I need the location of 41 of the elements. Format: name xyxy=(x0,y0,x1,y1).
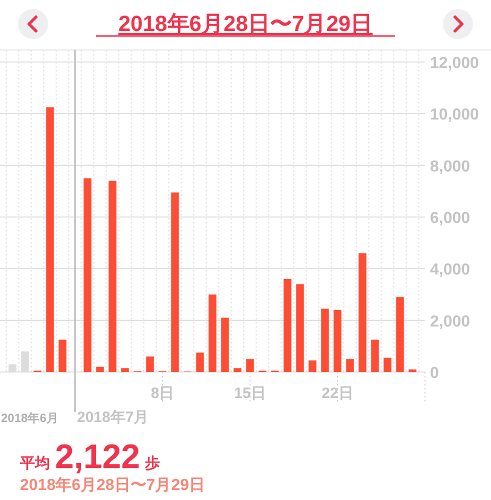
bar xyxy=(334,310,342,372)
bar xyxy=(121,368,129,372)
bar xyxy=(171,192,179,372)
bar xyxy=(321,308,329,372)
y-tick-label: 12,000 xyxy=(430,55,480,72)
bar xyxy=(208,294,216,372)
x-tick-label: 8日 xyxy=(150,385,174,402)
bar xyxy=(358,253,366,372)
bar xyxy=(46,107,54,372)
bar xyxy=(246,359,254,372)
bar xyxy=(371,340,379,372)
y-tick-label: 2,000 xyxy=(430,313,470,330)
text: 2018年6月 xyxy=(1,411,58,425)
bar xyxy=(396,297,404,372)
x-tick-label: 22日 xyxy=(322,385,354,402)
y-tick-label: 8,000 xyxy=(430,158,470,176)
y-tick-label: 0 xyxy=(430,365,439,382)
bar xyxy=(108,180,116,372)
bar xyxy=(408,369,416,372)
bar xyxy=(58,340,66,372)
y-tick-label: 6,000 xyxy=(430,210,470,227)
x-tick-label: 15日 xyxy=(234,385,266,402)
bar xyxy=(284,279,292,372)
text: 2,122 xyxy=(55,438,140,476)
text: 歩 xyxy=(144,455,160,472)
bar xyxy=(146,356,154,372)
y-tick-label: 10,000 xyxy=(430,106,480,124)
bar xyxy=(221,318,229,372)
y-tick-label: 4,000 xyxy=(430,262,470,279)
bar xyxy=(84,178,92,372)
bar xyxy=(296,284,304,372)
bar xyxy=(234,368,242,372)
bar xyxy=(308,360,316,372)
bar xyxy=(196,352,204,372)
text: 平均 xyxy=(19,455,50,472)
chart-title: 2018年6月28日〜7月29日 xyxy=(118,11,373,36)
ref-line-label: 2018年7月 xyxy=(77,409,149,426)
bar xyxy=(96,366,104,372)
bar xyxy=(384,358,392,372)
text: 2018年6月28日〜7月29日 xyxy=(20,476,205,494)
bar xyxy=(346,359,354,372)
